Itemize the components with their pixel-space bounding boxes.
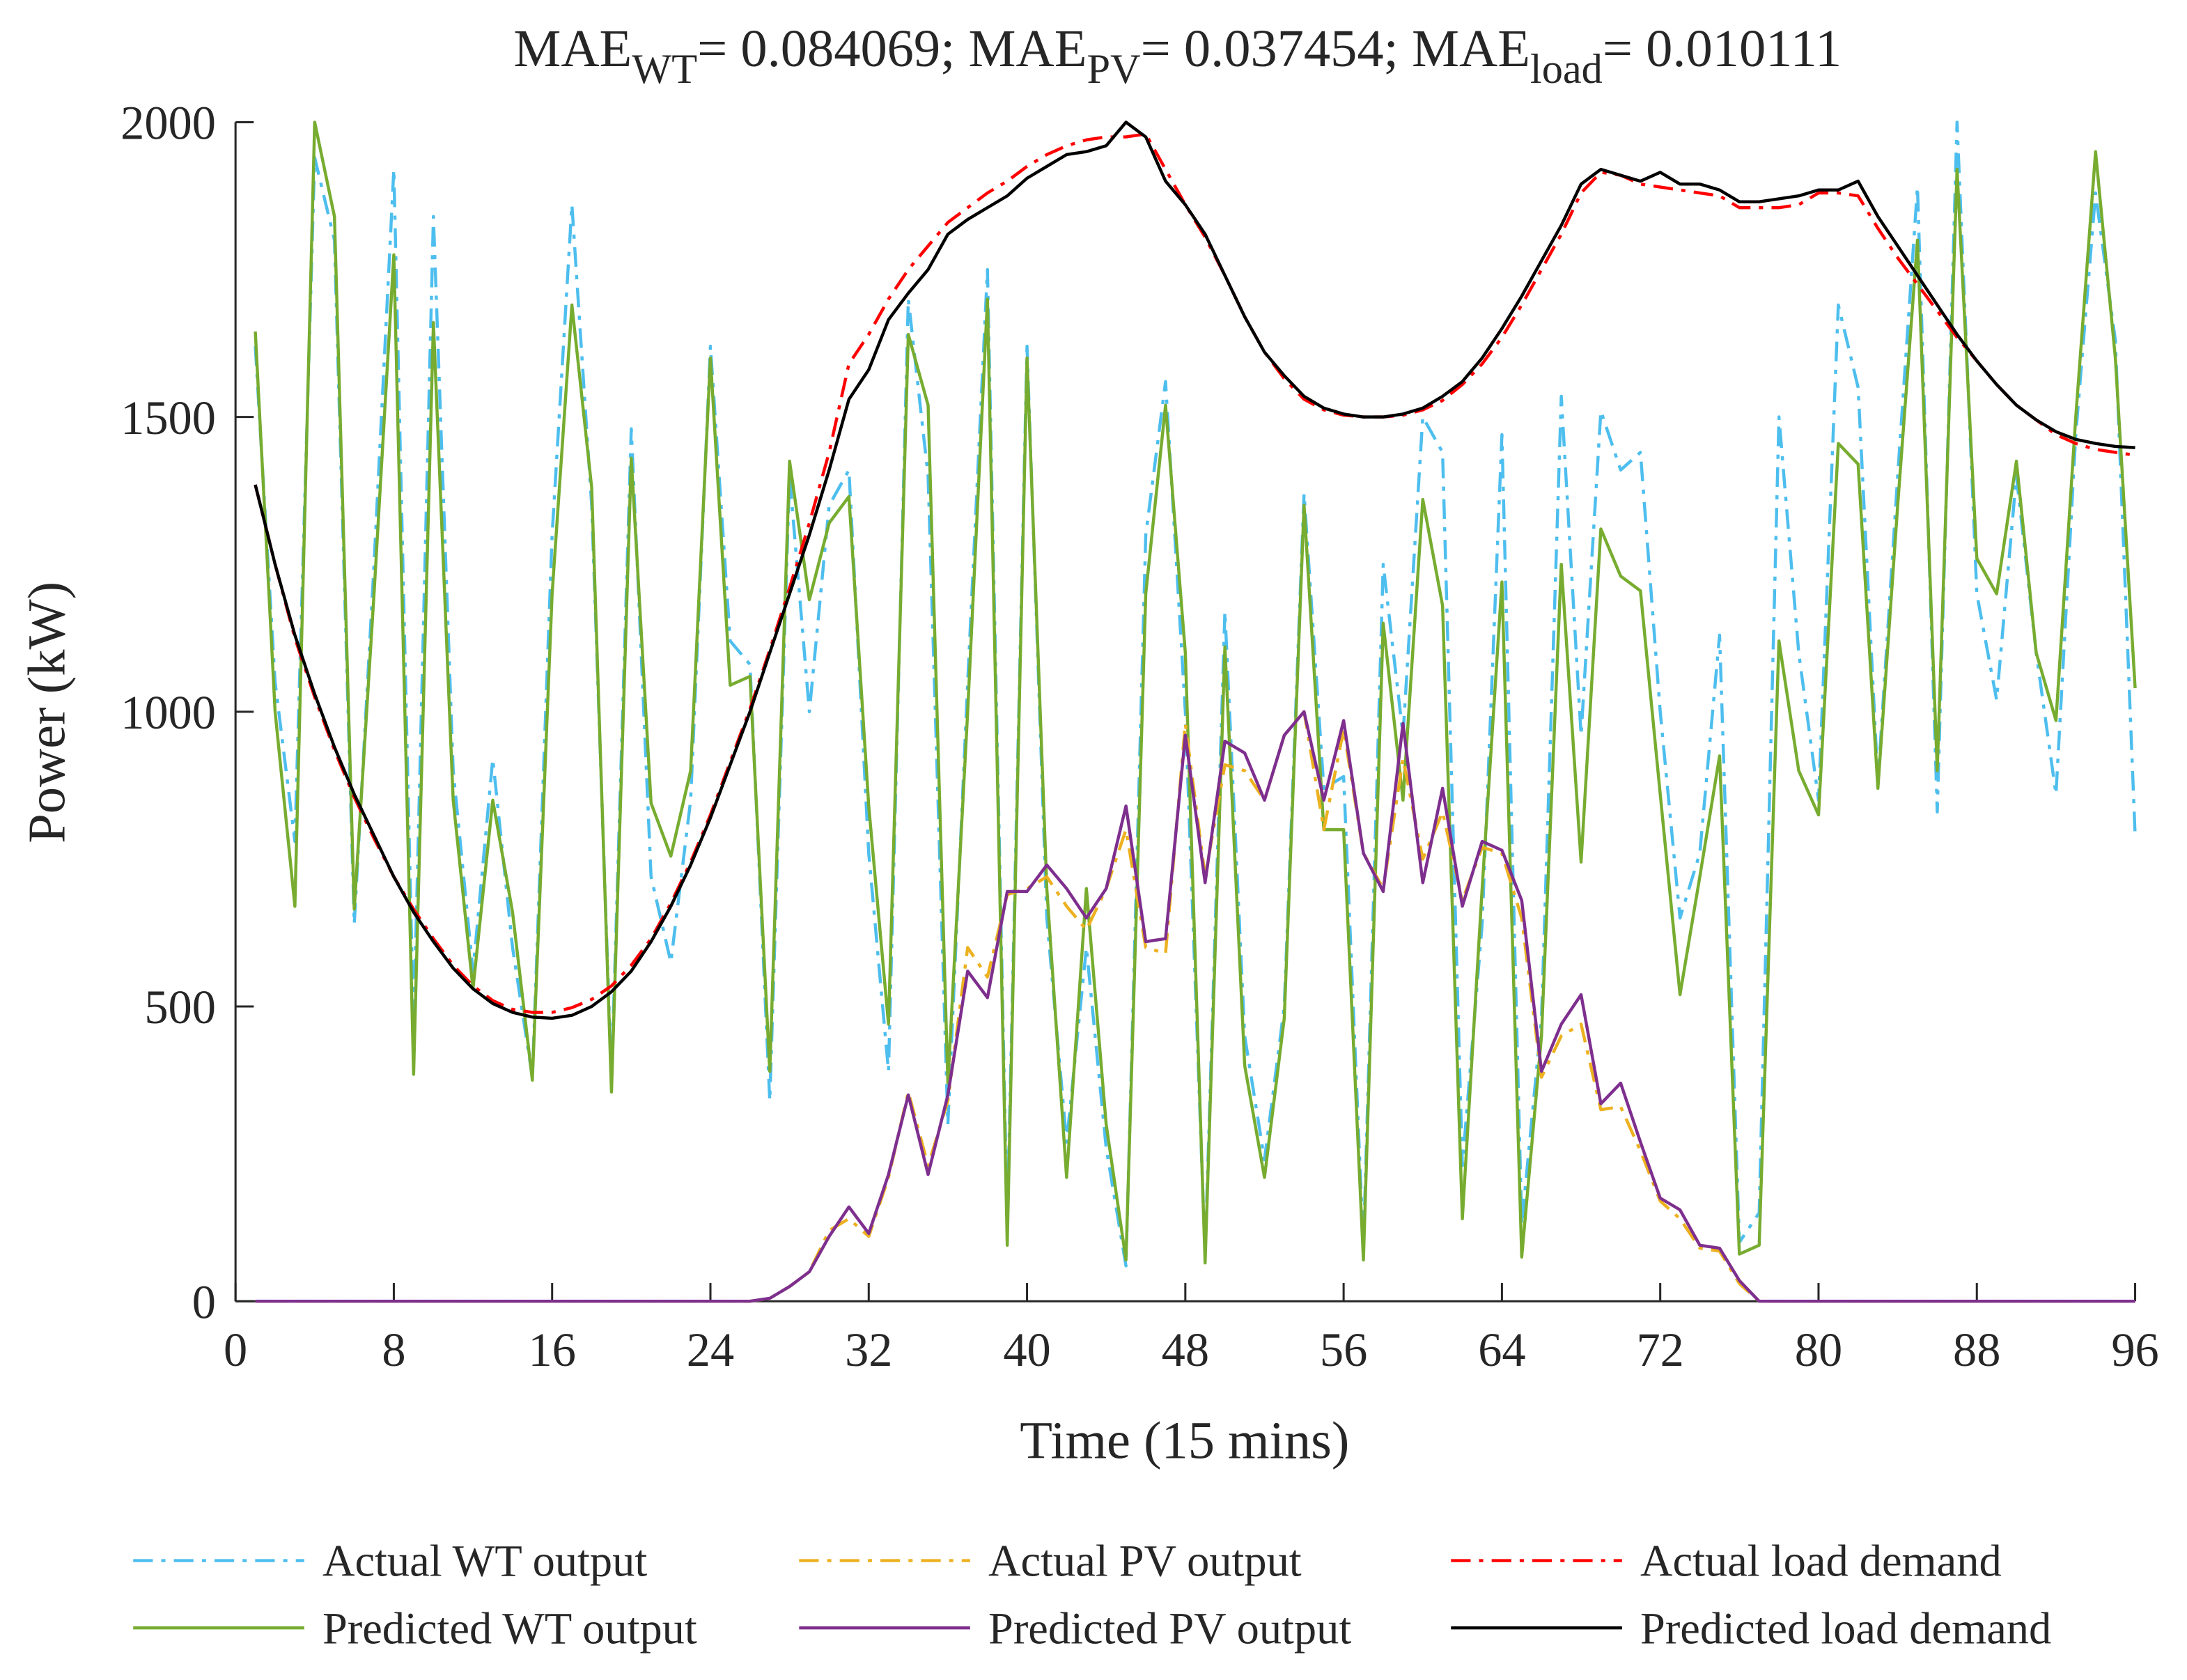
series-line [254,120,2137,1268]
x-tick-label: 48 [1162,1323,1209,1376]
legend-label: Actual WT output [322,1537,647,1586]
title-part: MAE [513,19,632,78]
series-line [254,132,2135,1014]
x-tick-label: 24 [687,1323,734,1376]
legend-label: Actual PV output [988,1537,1302,1586]
y-tick-label: 0 [192,1275,216,1328]
x-tick-label: 0 [224,1323,247,1376]
title-part: = 0.037454; MAE [1141,19,1530,78]
legend-label: Predicted load demand [1640,1603,2051,1653]
x-tick-label: 8 [382,1323,405,1376]
legend-label: Predicted PV output [988,1603,1351,1653]
title-part: = 0.084069; MAE [697,19,1087,78]
chart-title: MAEWT= 0.084069; MAEPV= 0.037454; MAEloa… [513,19,1842,93]
x-tick-label: 16 [529,1323,576,1376]
title-subscript: PV [1087,46,1140,93]
x-tick-label: 96 [2111,1323,2158,1376]
y-axis-label: Power (kW) [17,582,77,843]
series-line [255,710,2135,1303]
legend-label: Actual load demand [1640,1537,2002,1586]
title-subscript: load [1530,46,1603,93]
series-line [254,120,2135,1020]
x-axis-label: Time (15 mins) [1020,1411,1349,1470]
x-tick-label: 32 [845,1323,892,1376]
title-subscript: WT [632,46,697,93]
x-tick-label: 88 [1953,1323,2000,1376]
y-tick-label: 1000 [120,686,216,739]
legend-label: Predicted WT output [322,1603,697,1653]
y-tick-label: 2000 [120,97,216,150]
x-tick-label: 40 [1003,1323,1050,1376]
x-tick-label: 72 [1636,1323,1683,1376]
x-tick-label: 80 [1795,1323,1842,1376]
series-line [254,120,2137,1265]
y-tick-label: 500 [144,981,216,1034]
x-tick-label: 56 [1320,1323,1367,1376]
y-tick-label: 1500 [120,391,216,444]
title-part: = 0.010111 [1603,19,1842,78]
x-tick-label: 64 [1478,1323,1525,1376]
